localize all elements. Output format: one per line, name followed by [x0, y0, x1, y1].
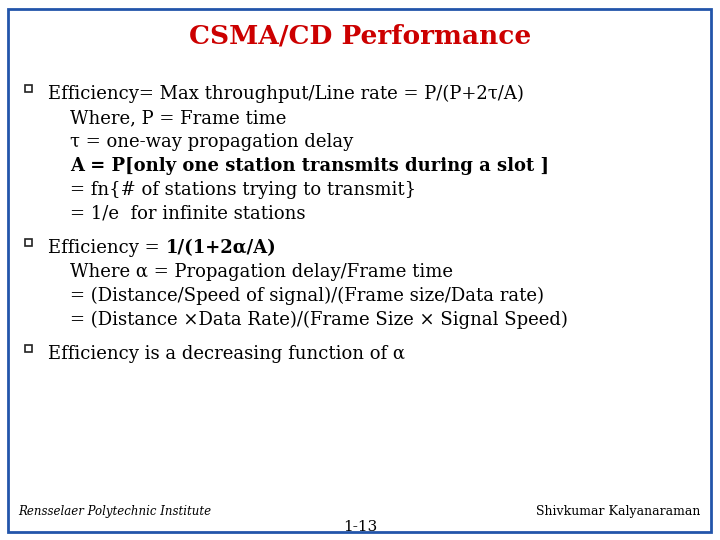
Bar	[24, 84, 32, 91]
Bar	[24, 345, 32, 352]
Text: A = P[only one station transmits during a slot ]: A = P[only one station transmits during …	[70, 157, 549, 175]
Text: Efficiency =: Efficiency =	[48, 239, 166, 257]
Text: 1-13: 1-13	[343, 520, 377, 534]
Text: Where α = Propagation delay/Frame time: Where α = Propagation delay/Frame time	[70, 263, 453, 281]
Text: = (Distance/Speed of signal)/(Frame size/Data rate): = (Distance/Speed of signal)/(Frame size…	[70, 287, 544, 305]
Text: = (Distance ×Data Rate)/(Frame Size × Signal Speed): = (Distance ×Data Rate)/(Frame Size × Si…	[70, 311, 568, 329]
Bar	[24, 239, 32, 246]
Text: 1/(1+2α/A): 1/(1+2α/A)	[166, 239, 276, 257]
Text: = 1/e  for infinite stations: = 1/e for infinite stations	[70, 205, 305, 223]
Text: τ = one-way propagation delay: τ = one-way propagation delay	[70, 133, 354, 151]
Text: Efficiency= Max throughput/Line rate = P/(P+2τ/A): Efficiency= Max throughput/Line rate = P…	[48, 85, 524, 103]
Text: Rensselaer Polytechnic Institute: Rensselaer Polytechnic Institute	[18, 505, 211, 518]
Text: Efficiency is a decreasing function of α: Efficiency is a decreasing function of α	[48, 345, 405, 363]
Text: = fn{# of stations trying to transmit}: = fn{# of stations trying to transmit}	[70, 181, 416, 199]
Text: Shivkumar Kalyanaraman: Shivkumar Kalyanaraman	[536, 505, 700, 518]
Text: CSMA/CD Performance: CSMA/CD Performance	[189, 24, 531, 49]
Text: Where, P = Frame time: Where, P = Frame time	[70, 109, 287, 127]
